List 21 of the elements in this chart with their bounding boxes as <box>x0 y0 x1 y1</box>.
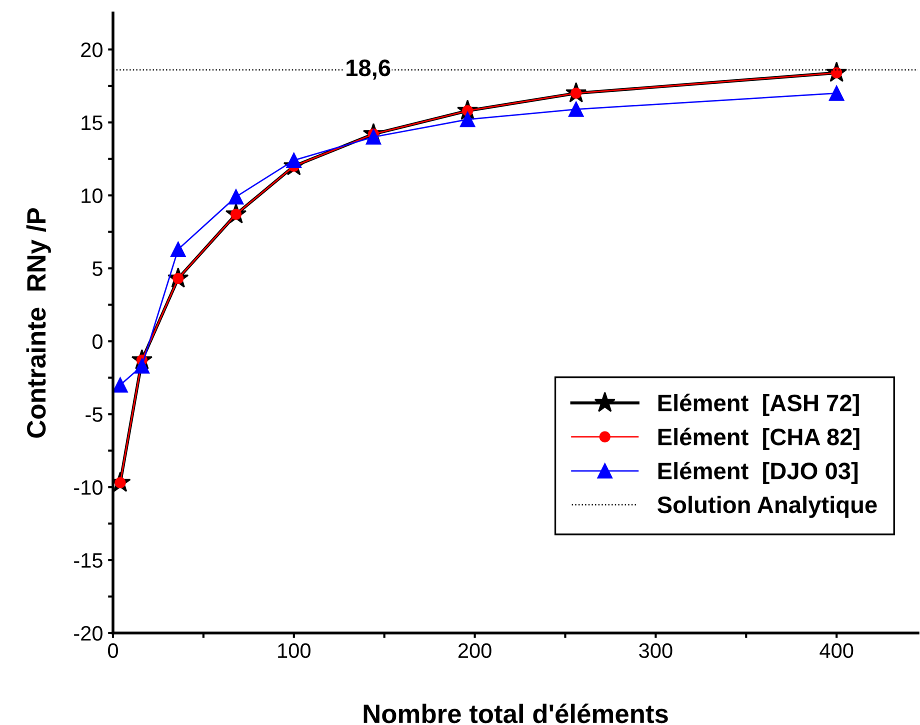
y-tick-label: 10 <box>82 188 102 204</box>
legend-label: Elément [DJO 03] <box>658 462 858 484</box>
y-tick-label: 5 <box>92 262 102 276</box>
y-tick-label: -10 <box>74 480 102 495</box>
legend-label: Solution Analytique <box>657 496 877 518</box>
annotation: 18,6 <box>346 60 390 80</box>
y-tick-label: 15 <box>82 116 102 130</box>
y-tick-label: 0 <box>92 334 102 349</box>
y-tick-label: -15 <box>74 553 102 568</box>
x-tick-label: 0 <box>108 643 118 658</box>
x-tick-label: 400 <box>820 643 854 658</box>
x-tick-label: 300 <box>639 643 672 658</box>
legend-label: Elément [ASH 72] <box>658 394 859 416</box>
y-tick-label: -5 <box>86 407 102 422</box>
y-tick-label: -20 <box>74 626 102 641</box>
x-tick-label: 200 <box>458 643 492 658</box>
y-tick-label: 20 <box>81 42 102 58</box>
legend-label: Elément [CHA 82] <box>658 428 860 450</box>
x-tick-label: 100 <box>278 643 310 658</box>
x-axis-title: Nombre total d'éléments <box>364 704 668 724</box>
y-axis-title: Contrainte RNy /P <box>26 208 51 438</box>
